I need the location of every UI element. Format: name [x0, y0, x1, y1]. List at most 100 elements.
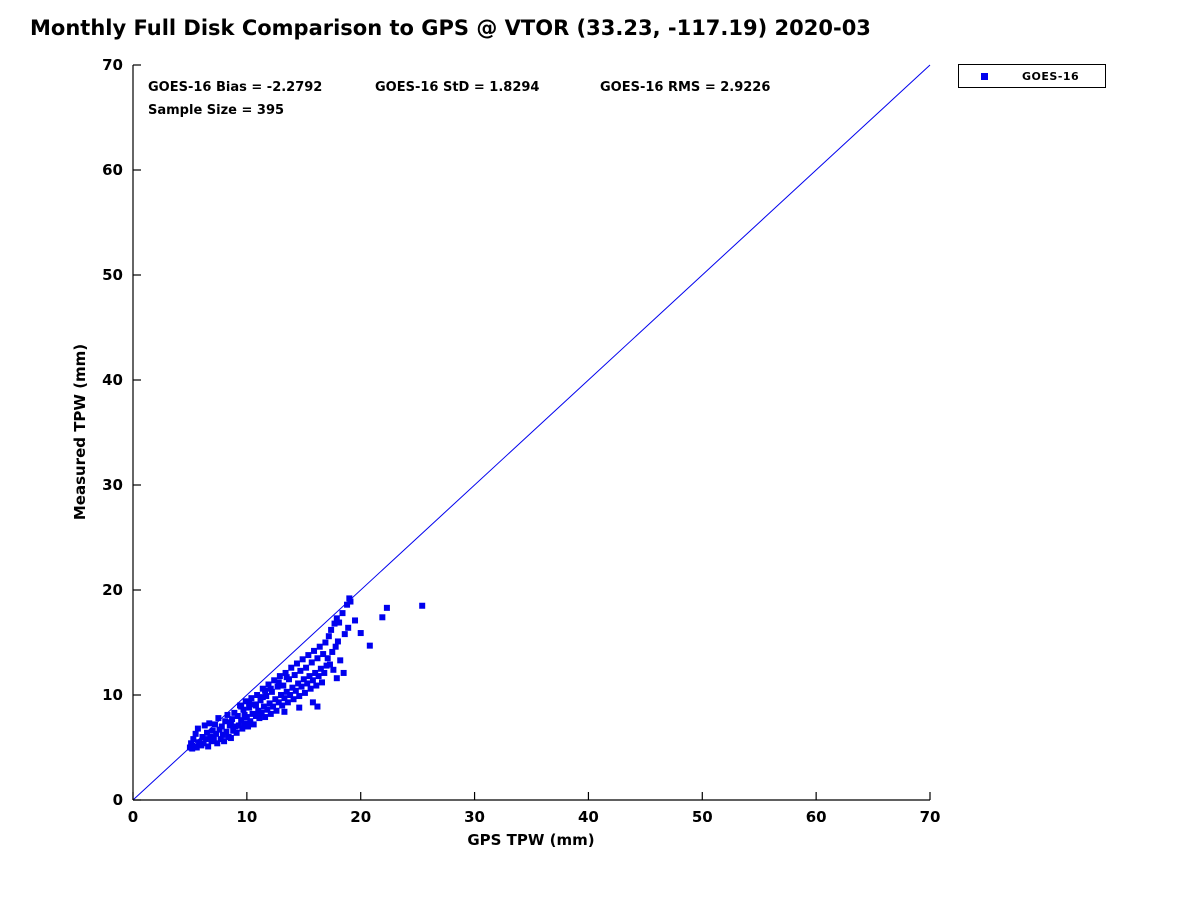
scatter-point — [209, 727, 216, 734]
scatter-point — [334, 638, 341, 645]
legend-label: GOES-16 — [1022, 69, 1080, 83]
scatter-point — [357, 630, 364, 637]
scatter-point — [383, 604, 390, 611]
scatter-point — [227, 719, 234, 726]
y-tick-label: 20 — [102, 581, 123, 599]
scatter-point — [303, 664, 310, 671]
scatter-point — [263, 693, 270, 700]
scatter-point — [325, 633, 332, 640]
scatter-point — [320, 651, 327, 658]
scatter-point — [324, 655, 331, 662]
scatter-point — [206, 720, 213, 727]
scatter-point — [265, 681, 272, 688]
scatter-point — [194, 725, 201, 732]
scatter-point — [252, 713, 259, 719]
scatter-point — [268, 688, 275, 695]
scatter-point — [296, 693, 303, 700]
scatter-point — [223, 728, 230, 735]
scatter-point — [330, 666, 337, 673]
scatter-point — [200, 740, 207, 747]
scatter-point — [205, 743, 212, 750]
scatter-point — [308, 659, 315, 666]
scatter-point — [289, 684, 296, 691]
scatter-point — [221, 738, 228, 745]
scatter-point — [270, 703, 277, 710]
scatter-point — [283, 688, 290, 695]
scatter-point — [259, 694, 266, 701]
scatter-point — [328, 626, 335, 633]
scatter-point — [235, 722, 242, 729]
scatter-point — [306, 673, 313, 680]
scatter-point — [333, 615, 340, 622]
scatter-point — [314, 655, 321, 662]
scatter-point — [227, 735, 234, 742]
scatter-point — [282, 669, 289, 676]
scatter-point — [246, 704, 253, 711]
scatter-point — [214, 740, 221, 747]
scatter-point — [272, 696, 279, 703]
scatter-point — [233, 729, 240, 736]
scatter-point — [219, 731, 226, 738]
scatter-point — [340, 669, 347, 676]
scatter-point — [419, 602, 426, 609]
scatter-point — [305, 652, 312, 659]
scatter-point — [329, 648, 336, 655]
scatter-point — [224, 711, 231, 718]
scatter-point — [242, 698, 249, 705]
scatter-point — [249, 710, 256, 717]
scatter-point — [291, 672, 298, 679]
scatter-point — [296, 704, 303, 711]
scatter-point — [326, 661, 333, 668]
x-tick-label: 0 — [128, 808, 138, 826]
y-tick-label: 60 — [102, 161, 123, 179]
scatter-point — [311, 647, 318, 654]
scatter-point — [346, 595, 353, 602]
scatter-point — [379, 614, 386, 621]
scatter-point — [293, 660, 300, 667]
scatter-point — [288, 664, 295, 671]
scatter-point — [218, 723, 225, 730]
scatter-point — [336, 619, 343, 626]
scatter-point — [241, 711, 248, 718]
scatter-point — [290, 696, 297, 703]
scatter-point — [241, 720, 248, 727]
scatter-point — [240, 706, 247, 713]
scatter-point — [196, 739, 203, 746]
scatter-point — [239, 725, 246, 732]
stat-sample-size: Sample Size = 395 — [148, 103, 285, 118]
scatter-point — [274, 683, 281, 690]
scatter-point — [347, 598, 354, 605]
scatter-point — [279, 702, 286, 709]
scatter-point — [244, 723, 251, 730]
scatter-point — [333, 675, 340, 682]
scatter-point — [345, 624, 352, 631]
x-tick-label: 50 — [692, 808, 713, 826]
y-tick-label: 30 — [102, 476, 123, 494]
scatter-point — [256, 715, 263, 722]
scatter-point — [257, 697, 264, 704]
scatter-point — [247, 718, 254, 725]
scatter-point — [190, 736, 197, 743]
scatter-point — [226, 722, 233, 729]
scatter-point — [271, 677, 278, 684]
scatter-point — [292, 687, 299, 694]
scatter-point — [283, 674, 290, 681]
scatter-point — [339, 610, 346, 617]
y-tick-label: 70 — [102, 56, 123, 74]
scatter-point — [316, 643, 323, 650]
scatter-point — [284, 699, 291, 706]
legend: GOES-16 — [958, 64, 1106, 88]
scatter-point — [201, 722, 208, 729]
scatter-point — [217, 736, 224, 743]
scatter-point — [230, 727, 237, 734]
scatter-point — [314, 703, 321, 710]
scatter-point — [210, 735, 217, 742]
y-tick-label: 40 — [102, 371, 123, 389]
scatter-point — [344, 601, 351, 608]
x-tick-label: 70 — [920, 808, 941, 826]
y-tick-label: 10 — [102, 686, 123, 704]
scatter-point — [300, 676, 307, 683]
y-tick-label: 50 — [102, 266, 123, 284]
scatter-point — [287, 692, 294, 698]
